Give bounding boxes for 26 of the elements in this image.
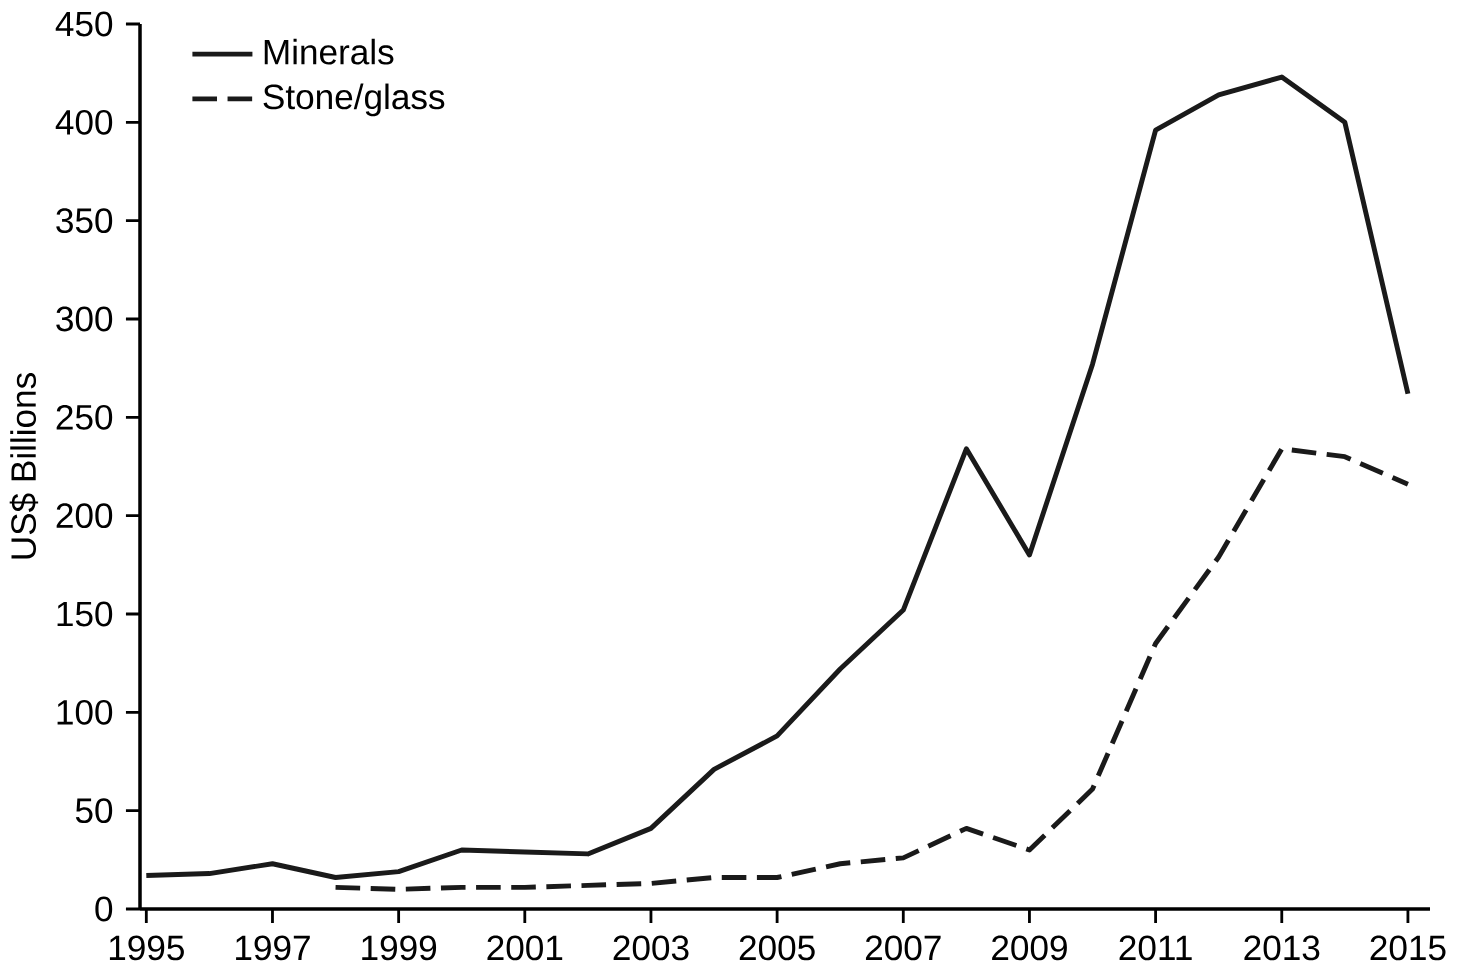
y-tick-label: 250 [56, 404, 113, 430]
y-tick-label: 200 [56, 503, 113, 529]
y-axis-title: US$ Billions [9, 373, 39, 559]
y-tick-label: 0 [95, 896, 113, 922]
x-tick-label: 1995 [109, 935, 184, 961]
line-series [143, 74, 1411, 880]
x-tick-label: 1999 [362, 935, 437, 961]
x-tick-label: 2001 [487, 935, 563, 961]
y-tick-label: 300 [56, 306, 113, 332]
legend-label: Stone/glass [263, 83, 445, 117]
x-tick-label: 2003 [613, 935, 689, 961]
legend-label: Minerals [264, 38, 394, 65]
x-tick-label: 2009 [992, 935, 1067, 961]
x-tick-label: 2005 [739, 935, 815, 961]
x-tick-label: 2013 [1244, 935, 1320, 961]
y-tick-label: 350 [56, 208, 113, 234]
x-tick-label: 1997 [236, 935, 310, 961]
x-tick-label: 2015 [1370, 935, 1446, 961]
y-tick-label: 150 [57, 601, 113, 627]
line-series [333, 446, 1411, 892]
y-tick-label: 100 [57, 699, 113, 725]
x-tick-label: 2011 [1119, 935, 1192, 961]
y-tick-label: 450 [55, 11, 113, 37]
x-tick-label: 2007 [865, 935, 941, 961]
y-tick-label: 400 [55, 109, 113, 135]
y-tick-label: 50 [75, 798, 113, 824]
